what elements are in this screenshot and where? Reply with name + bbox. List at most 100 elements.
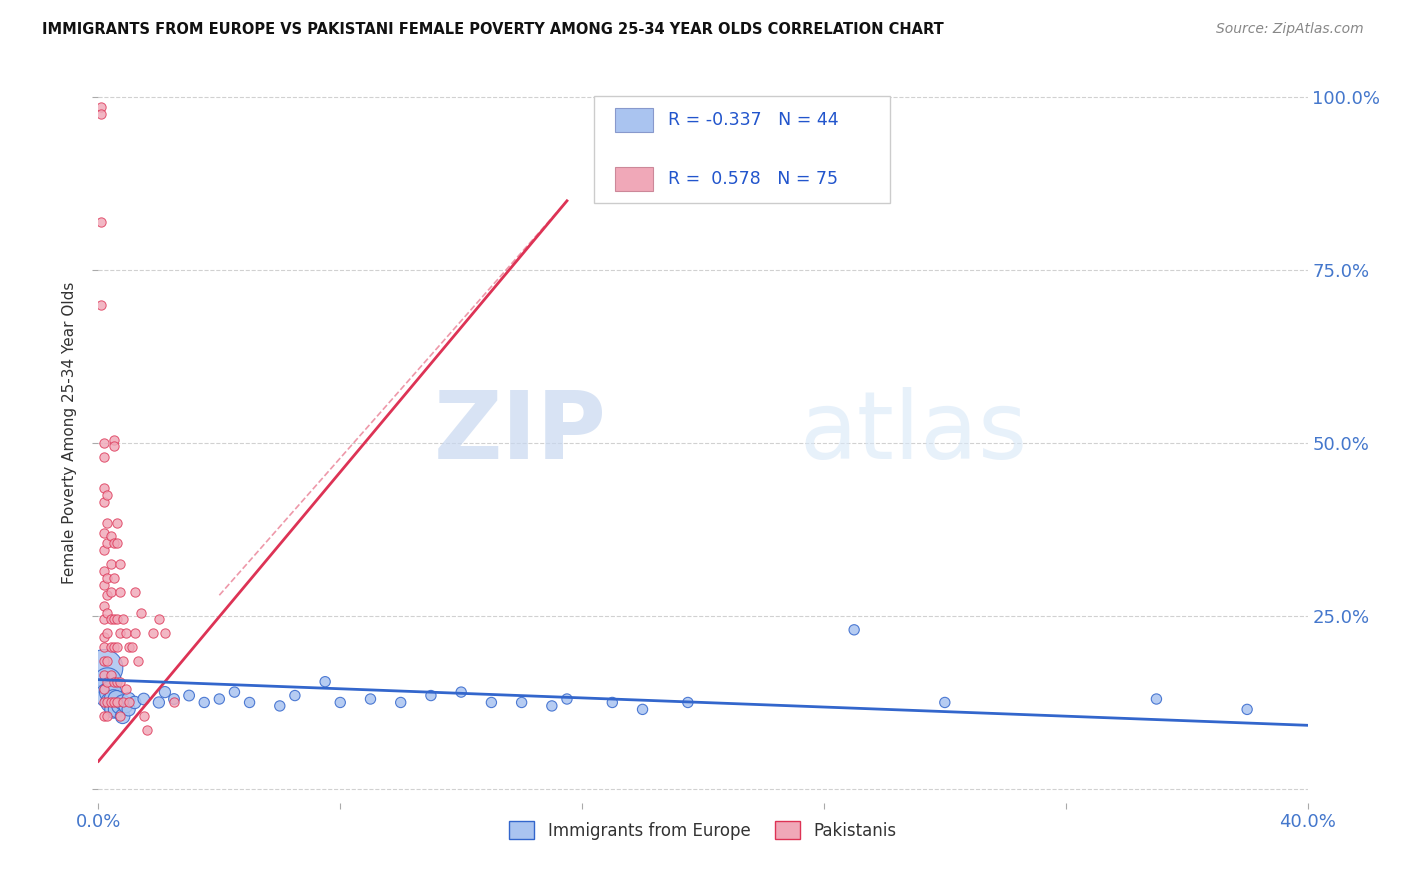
Point — [142, 626, 165, 640]
Point — [108, 584, 131, 599]
Point — [284, 689, 307, 703]
Point — [314, 674, 336, 689]
Point — [100, 667, 122, 681]
Point — [96, 516, 118, 530]
Point — [103, 433, 125, 447]
Point — [103, 536, 125, 550]
Point — [96, 488, 118, 502]
Point — [105, 696, 128, 710]
Text: R = -0.337   N = 44: R = -0.337 N = 44 — [668, 112, 838, 129]
Point — [631, 702, 654, 716]
Point — [208, 692, 231, 706]
Point — [96, 674, 118, 689]
Point — [90, 100, 112, 114]
Point — [96, 571, 118, 585]
Point — [224, 685, 246, 699]
Point — [93, 495, 115, 509]
Point — [111, 709, 134, 723]
Point — [93, 681, 115, 696]
Point — [96, 606, 118, 620]
Point — [555, 692, 578, 706]
Point — [153, 626, 176, 640]
Point — [105, 536, 128, 550]
FancyBboxPatch shape — [595, 95, 890, 203]
Point — [148, 612, 170, 626]
Point — [108, 709, 131, 723]
Point — [111, 612, 134, 626]
Point — [124, 626, 146, 640]
Point — [93, 640, 115, 654]
Point — [93, 525, 115, 540]
Point — [118, 692, 141, 706]
Point — [114, 681, 136, 696]
Point — [103, 440, 125, 454]
Point — [108, 626, 131, 640]
Point — [360, 692, 382, 706]
Point — [90, 297, 112, 311]
Point — [163, 696, 186, 710]
Point — [132, 709, 155, 723]
Point — [100, 696, 122, 710]
Point — [118, 702, 141, 716]
Point — [269, 698, 291, 713]
FancyBboxPatch shape — [614, 108, 654, 132]
Point — [111, 696, 134, 710]
Point — [148, 696, 170, 710]
Point — [481, 696, 503, 710]
Point — [93, 564, 115, 578]
Point — [127, 654, 149, 668]
Point — [179, 689, 201, 703]
Point — [100, 529, 122, 543]
Point — [93, 630, 115, 644]
Y-axis label: Female Poverty Among 25-34 Year Olds: Female Poverty Among 25-34 Year Olds — [62, 282, 77, 583]
Point — [100, 584, 122, 599]
Point — [450, 685, 472, 699]
Point — [540, 698, 562, 713]
Text: R =  0.578   N = 75: R = 0.578 N = 75 — [668, 169, 838, 187]
Point — [96, 696, 118, 710]
Point — [676, 696, 699, 710]
Point — [103, 696, 125, 710]
Point — [114, 698, 136, 713]
Point — [108, 557, 131, 571]
Point — [93, 543, 115, 558]
Point — [602, 696, 624, 710]
Point — [100, 696, 122, 710]
Point — [124, 584, 146, 599]
Point — [105, 674, 128, 689]
Point — [239, 696, 262, 710]
Point — [1236, 702, 1258, 716]
Point — [124, 696, 146, 710]
Point — [105, 516, 128, 530]
Text: atlas: atlas — [800, 386, 1028, 479]
Point — [118, 640, 141, 654]
Text: ZIP: ZIP — [433, 386, 606, 479]
Point — [114, 626, 136, 640]
Point — [93, 661, 115, 675]
Point — [100, 640, 122, 654]
Point — [93, 450, 115, 464]
Text: IMMIGRANTS FROM EUROPE VS PAKISTANI FEMALE POVERTY AMONG 25-34 YEAR OLDS CORRELA: IMMIGRANTS FROM EUROPE VS PAKISTANI FEMA… — [42, 22, 943, 37]
Point — [163, 692, 186, 706]
Point — [510, 696, 533, 710]
Point — [135, 723, 157, 738]
Point — [1144, 692, 1167, 706]
Point — [93, 436, 115, 450]
Point — [96, 689, 118, 703]
Point — [121, 640, 143, 654]
Point — [93, 578, 115, 592]
Point — [420, 689, 443, 703]
Point — [96, 654, 118, 668]
Legend: Immigrants from Europe, Pakistanis: Immigrants from Europe, Pakistanis — [502, 814, 904, 847]
Point — [118, 696, 141, 710]
Point — [103, 640, 125, 654]
Point — [844, 623, 866, 637]
Point — [96, 674, 118, 689]
Point — [93, 709, 115, 723]
Point — [105, 702, 128, 716]
Point — [96, 536, 118, 550]
Point — [93, 696, 115, 710]
Point — [329, 696, 352, 710]
Point — [93, 599, 115, 613]
Point — [129, 606, 152, 620]
